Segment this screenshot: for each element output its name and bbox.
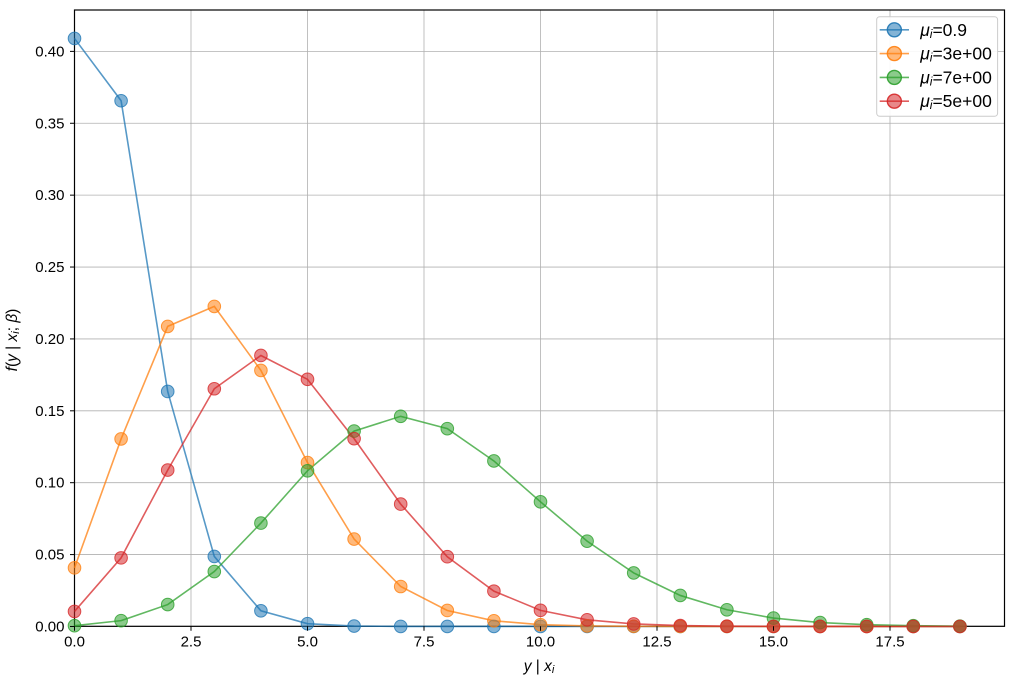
- svg-text:7.5: 7.5: [414, 633, 435, 650]
- svg-text:y | xi: y | xi: [523, 658, 555, 676]
- svg-text:0.35: 0.35: [35, 115, 64, 132]
- svg-text:0.15: 0.15: [35, 403, 64, 420]
- svg-text:μi=0.9: μi=0.9: [919, 20, 967, 41]
- svg-text:0.00: 0.00: [35, 618, 64, 635]
- svg-text:0.40: 0.40: [35, 43, 64, 60]
- svg-text:0.20: 0.20: [35, 331, 64, 348]
- svg-text:0.30: 0.30: [35, 187, 64, 204]
- svg-text:15.0: 15.0: [759, 633, 788, 650]
- svg-text:2.5: 2.5: [181, 633, 202, 650]
- svg-text:0.05: 0.05: [35, 547, 64, 564]
- svg-text:12.5: 12.5: [642, 633, 671, 650]
- svg-text:0.10: 0.10: [35, 475, 64, 492]
- svg-text:f(y | xi; β): f(y | xi; β): [4, 309, 22, 372]
- svg-text:5.0: 5.0: [297, 633, 318, 650]
- svg-text:10.0: 10.0: [526, 633, 555, 650]
- svg-text:0.0: 0.0: [64, 633, 85, 650]
- svg-text:0.25: 0.25: [35, 259, 64, 276]
- svg-text:17.5: 17.5: [875, 633, 904, 650]
